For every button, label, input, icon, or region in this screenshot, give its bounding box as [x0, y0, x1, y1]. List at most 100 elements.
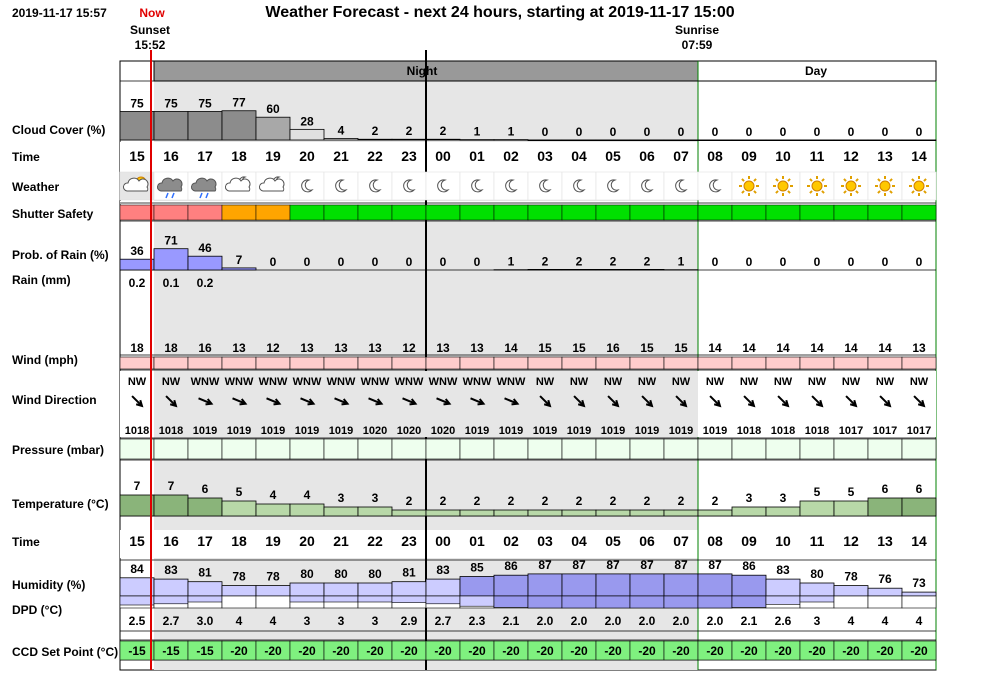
wind-dir-label: NW [672, 376, 691, 388]
shutter-cell [221, 204, 257, 221]
wind-arrow-icon [504, 397, 520, 406]
time-label-lower: 14 [911, 533, 927, 549]
wind-arrow-icon [845, 395, 858, 408]
wind-arrow-head [577, 399, 586, 408]
dpd-value: 2.3 [469, 614, 486, 628]
time-label-lower: 00 [435, 533, 451, 549]
ccd-value: -20 [672, 644, 690, 658]
moon-shape [301, 179, 314, 193]
moon-icon [289, 171, 325, 201]
temperature-value: 7 [134, 479, 141, 493]
wind-dir-cell [494, 371, 528, 437]
pressure-value: 1020 [397, 425, 421, 437]
shutter-cell [731, 204, 767, 221]
humidity-value: 87 [606, 558, 620, 572]
wind-arrow-head [375, 398, 384, 406]
moon-icon [425, 171, 461, 201]
temperature-value: 3 [338, 491, 345, 505]
wind-dir-label: WNW [361, 376, 390, 388]
time-label: 23 [401, 148, 417, 164]
dpd-value: 3 [304, 614, 311, 628]
sun-ray [911, 178, 915, 182]
humidity-value: 83 [436, 563, 450, 577]
rain-prob-bar [629, 268, 665, 271]
cloud-bar [799, 139, 835, 142]
rain-prob-bar [595, 268, 631, 271]
dpd-value: 3.0 [197, 614, 214, 628]
shutter-cell [901, 204, 937, 221]
wind-dir-cell [256, 371, 290, 437]
temperature-bar [527, 509, 563, 517]
dpd-bar [697, 595, 733, 609]
wind-dir-label: NW [570, 376, 589, 388]
weather-cell [289, 171, 325, 201]
wind-arrow-shaft [232, 397, 246, 405]
cloud-value: 0 [780, 125, 787, 139]
wind-arrow-head [443, 398, 452, 406]
wind-arrow-head [679, 399, 688, 408]
wind-cell [391, 356, 427, 370]
cloud-bar [629, 139, 665, 142]
humidity-bar [731, 574, 767, 597]
time-label-lower: 06 [639, 533, 655, 549]
cloud-shape [259, 177, 285, 192]
temperature-value: 2 [678, 494, 685, 508]
wind-cell [221, 356, 257, 370]
wind-arrow-shaft [573, 395, 585, 407]
wind-arrow-shaft [368, 397, 382, 405]
cloud-value: 0 [542, 125, 549, 139]
chart-title: Weather Forecast - next 24 hours, starti… [265, 4, 734, 21]
time-label: 20 [299, 148, 315, 164]
pressure-value: 1019 [669, 425, 693, 437]
ccd-value: -20 [298, 644, 316, 658]
wind-value: 13 [300, 341, 314, 355]
wind-value: 14 [810, 341, 824, 355]
weather-cell [663, 171, 699, 201]
time-label: 02 [503, 148, 519, 164]
rain-prob-bar [153, 248, 189, 271]
row-strip [120, 201, 936, 204]
row-label-wind: Wind (mph) [12, 353, 78, 367]
humidity-value: 78 [266, 570, 280, 584]
wind-arrow-shaft [165, 395, 177, 407]
sun-ray [787, 178, 791, 182]
wind-arrow-icon [913, 395, 926, 408]
wind-dir-label: WNW [429, 376, 458, 388]
cloud-bar [663, 139, 699, 142]
wind-arrow-icon [368, 397, 384, 406]
row-label-humidity: Humidity (%) [12, 578, 85, 592]
now-label: Now [139, 6, 165, 20]
pressure-cell [595, 438, 631, 460]
wind-value: 13 [912, 341, 926, 355]
rain-prob-value: 0 [746, 255, 753, 269]
ccd-value: -20 [502, 644, 520, 658]
wind-cell [425, 356, 461, 370]
temperature-bar [765, 506, 801, 517]
temperature-value: 2 [542, 494, 549, 508]
wind-dir-label: NW [740, 376, 759, 388]
temperature-value: 6 [202, 482, 209, 496]
humidity-bar [187, 581, 223, 597]
rain-prob-bar [119, 258, 155, 271]
wind-arrow-shaft [709, 395, 721, 407]
dpd-value: 2.0 [707, 614, 724, 628]
wind-arrow-head [307, 398, 316, 406]
weather-cell [629, 171, 665, 201]
time-label: 15 [129, 148, 145, 164]
rain-prob-bar [187, 255, 223, 271]
cloud-value: 0 [712, 125, 719, 139]
cloud-value: 2 [406, 124, 413, 138]
pressure-value: 1019 [601, 425, 625, 437]
sun-icon [833, 171, 869, 201]
temperature-bar [119, 494, 155, 517]
sun-ray [753, 190, 757, 194]
cloud-value: 0 [916, 125, 923, 139]
moon-icon [527, 171, 563, 201]
wind-cell [731, 356, 767, 370]
current-time: 2019-11-17 15:57 [12, 6, 107, 20]
ccd-cell [901, 640, 937, 661]
sun-disc [845, 180, 857, 192]
moon-icon [663, 171, 699, 201]
moon-icon [459, 171, 495, 201]
cloud-value: 1 [474, 125, 481, 139]
